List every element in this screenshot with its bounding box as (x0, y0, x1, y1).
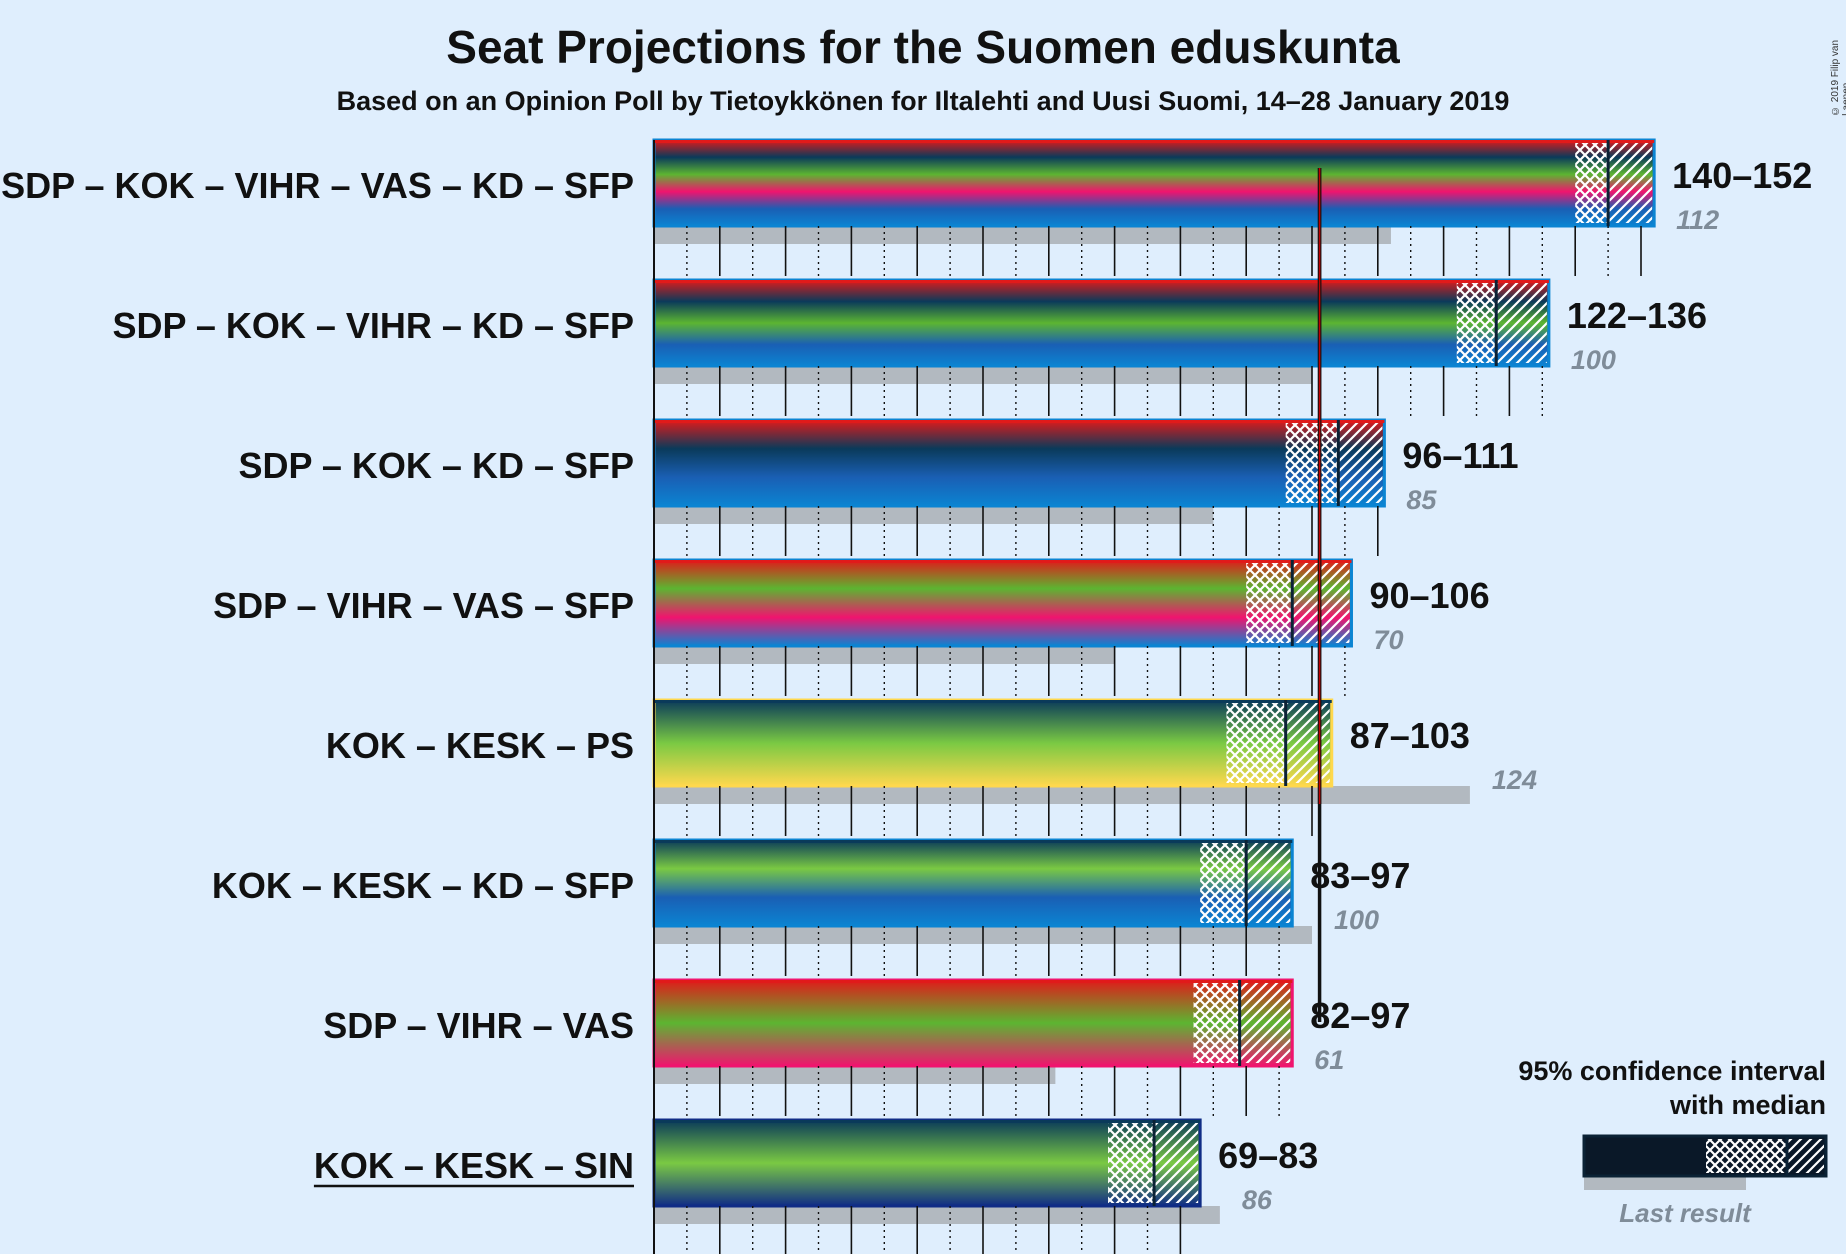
range-label: 96–111 (1402, 435, 1518, 476)
range-label: 83–97 (1310, 855, 1410, 896)
projection-bar (654, 280, 1549, 366)
legend-title: 95% confidence interval with median (1466, 1054, 1826, 1122)
last-result-label: 112 (1676, 205, 1719, 235)
ci-lower-hatch (1246, 563, 1293, 643)
last-result-label: 85 (1406, 485, 1437, 515)
coalition-label: SDP – KOK – VIHR – KD – SFP (113, 305, 635, 346)
last-result-label: 100 (1334, 905, 1379, 935)
last-result-bar (654, 226, 1391, 244)
ci-lower-hatch (1575, 143, 1609, 223)
ci-upper-hatch (1246, 843, 1291, 923)
legend-graphic (1582, 1134, 1828, 1190)
ci-lower-hatch (1200, 843, 1247, 923)
ci-upper-hatch (1239, 983, 1291, 1063)
coalition-label: SDP – KOK – KD – SFP (239, 445, 634, 486)
ci-lower-hatch (1108, 1123, 1155, 1203)
ci-upper-hatch (1608, 143, 1653, 223)
ci-upper-hatch (1285, 703, 1330, 783)
ci-lower-hatch (1285, 423, 1339, 503)
coalition-label: SDP – VIHR – VAS (323, 1005, 634, 1046)
coalition-label: SDP – KOK – VIHR – VAS – KD – SFP (1, 165, 634, 206)
ci-upper-hatch (1496, 283, 1547, 363)
projection-bar (654, 560, 1352, 646)
last-result-label: 61 (1314, 1045, 1344, 1075)
range-label: 140–152 (1672, 155, 1812, 196)
coalition-label: KOK – KESK – PS (326, 725, 634, 766)
coalition-label: SDP – VIHR – VAS – SFP (213, 585, 634, 626)
projection-bar (654, 420, 1385, 506)
last-result-bar (654, 1206, 1220, 1224)
legend-title-line2: with median (1669, 1090, 1826, 1120)
ci-upper-hatch (1338, 423, 1383, 503)
range-label: 82–97 (1310, 995, 1410, 1036)
last-result-label: 86 (1242, 1185, 1273, 1215)
projection-bar (654, 700, 1332, 786)
range-label: 90–106 (1369, 575, 1489, 616)
range-label: 87–103 (1350, 715, 1470, 756)
ci-lower-hatch (1226, 703, 1286, 783)
legend-last-result-label: Last result (1619, 1198, 1751, 1228)
ci-upper-hatch (1154, 1123, 1199, 1203)
gridline-layer (653, 140, 1642, 1254)
projection-bar (654, 840, 1293, 926)
coalition-label: KOK – KESK – SIN (314, 1145, 634, 1186)
ci-lower-hatch (1456, 283, 1497, 363)
bar-layer (652, 138, 1656, 1208)
last-result-bar (654, 786, 1470, 804)
chart-title: Seat Projections for the Suomen eduskunt… (446, 21, 1400, 73)
ci-lower-hatch (1193, 983, 1240, 1063)
range-label: 69–83 (1218, 1135, 1318, 1176)
range-label: 122–136 (1567, 295, 1707, 336)
coalition-label: KOK – KESK – KD – SFP (212, 865, 634, 906)
chart-subtitle: Based on an Opinion Poll by Tietoykkönen… (336, 86, 1510, 116)
projection-bar (654, 140, 1655, 226)
last-result-label: 100 (1571, 345, 1616, 375)
last-result-label: 124 (1492, 765, 1537, 795)
label-layer: SDP – KOK – VIHR – VAS – KD – SFP 140–152… (1, 155, 1812, 1215)
legend-title-line1: 95% confidence interval (1518, 1056, 1826, 1086)
last-result-bar (654, 646, 1115, 664)
last-result-bar (654, 506, 1214, 524)
legend-ci-upper-hatch (1788, 1139, 1824, 1173)
last-result-bar (654, 1066, 1056, 1084)
last-result-label: 70 (1373, 625, 1403, 655)
last-result-layer (654, 226, 1470, 1224)
legend-ci-lower-hatch (1706, 1139, 1786, 1173)
projection-bar (654, 980, 1293, 1066)
